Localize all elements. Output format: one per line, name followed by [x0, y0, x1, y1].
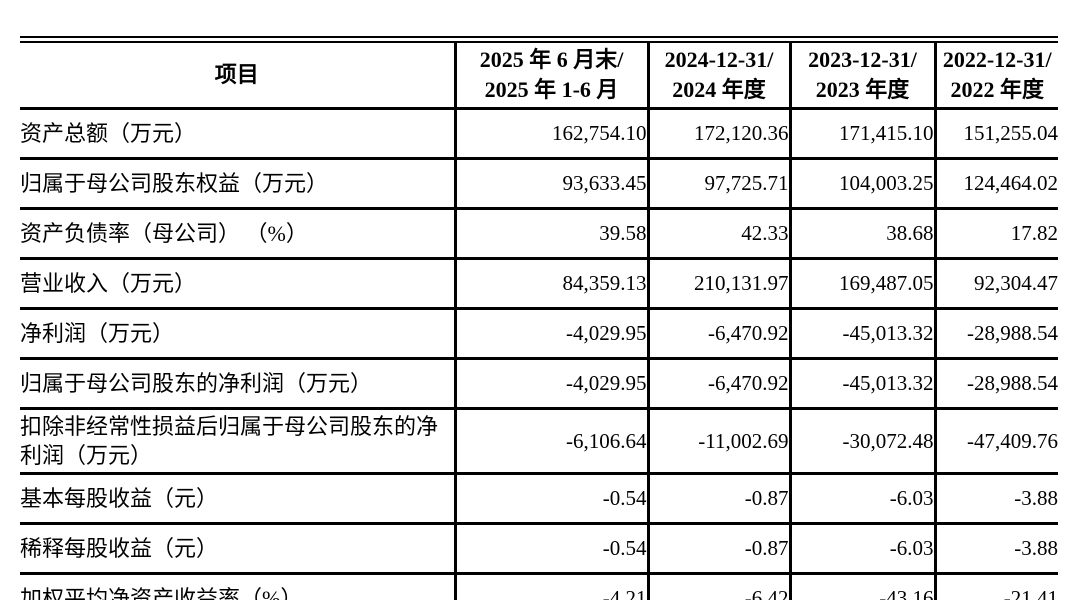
cell-value: -4.21 [453, 573, 648, 600]
row-label: 扣除非经常性损益后归属于母公司股东的净利润（万元） [20, 408, 455, 476]
cell-value: -21.41 [933, 573, 1058, 600]
table-row-total-assets: 资产总额（万元） 162,754.10 172,120.36 171,415.1… [20, 108, 1058, 160]
cell-value: 93,633.45 [453, 158, 648, 210]
cell-value: -45,013.32 [788, 358, 935, 410]
cell-value: 42.33 [646, 208, 790, 260]
table-row-parent-net-profit: 归属于母公司股东的净利润（万元） -4,029.95 -6,470.92 -45… [20, 358, 1058, 410]
cell-value: 162,754.10 [453, 108, 648, 160]
cell-value: 169,487.05 [788, 258, 935, 310]
cell-value: 39.58 [453, 208, 648, 260]
column-header-item: 项目 [20, 43, 455, 110]
cell-value: 84,359.13 [453, 258, 648, 310]
row-label: 归属于母公司股东的净利润（万元） [20, 358, 455, 410]
cell-value: -6.42 [646, 573, 790, 600]
column-header-period-2024: 2024-12-31/ 2024 年度 [646, 43, 790, 110]
financial-summary-table: 项目 2025 年 6 月末/ 2025 年 1-6 月 2024-12-31/… [20, 43, 1058, 600]
column-header-period-2022: 2022-12-31/ 2022 年度 [933, 43, 1058, 110]
table-row-parent-equity: 归属于母公司股东权益（万元） 93,633.45 97,725.71 104,0… [20, 158, 1058, 210]
cell-value: -11,002.69 [646, 408, 790, 476]
cell-value: -6,106.64 [453, 408, 648, 476]
row-label: 资产总额（万元） [20, 108, 455, 160]
cell-value: -4,029.95 [453, 308, 648, 360]
table-row-operating-revenue: 营业收入（万元） 84,359.13 210,131.97 169,487.05… [20, 258, 1058, 310]
cell-value: -6.03 [788, 523, 935, 576]
cell-value: -6.03 [788, 473, 935, 526]
header-row: 项目 2025 年 6 月末/ 2025 年 1-6 月 2024-12-31/… [20, 43, 1058, 110]
cell-value: -43.16 [788, 573, 935, 600]
row-label: 加权平均净资产收益率（%） [20, 573, 455, 600]
cell-value: 172,120.36 [646, 108, 790, 160]
cell-value: 151,255.04 [933, 108, 1058, 160]
cell-value: -0.54 [453, 473, 648, 526]
row-label: 资产负债率（母公司） （%） [20, 208, 455, 260]
row-label: 归属于母公司股东权益（万元） [20, 158, 455, 210]
cell-value: -0.87 [646, 473, 790, 526]
table-row-weighted-avg-roe: 加权平均净资产收益率（%） -4.21 -6.42 -43.16 -21.41 [20, 573, 1058, 600]
column-header-period-2023: 2023-12-31/ 2023 年度 [788, 43, 935, 110]
cell-value: -45,013.32 [788, 308, 935, 360]
cell-value: 38.68 [788, 208, 935, 260]
table-header: 项目 2025 年 6 月末/ 2025 年 1-6 月 2024-12-31/… [20, 43, 1058, 110]
column-header-period-2025: 2025 年 6 月末/ 2025 年 1-6 月 [453, 43, 648, 110]
row-label: 稀释每股收益（元） [20, 523, 455, 576]
cell-value: 17.82 [933, 208, 1058, 260]
cell-value: -6,470.92 [646, 308, 790, 360]
row-label: 基本每股收益（元） [20, 473, 455, 526]
cell-value: 104,003.25 [788, 158, 935, 210]
cell-value: -30,072.48 [788, 408, 935, 476]
cell-value: 210,131.97 [646, 258, 790, 310]
cell-value: 124,464.02 [933, 158, 1058, 210]
cell-value: -0.54 [453, 523, 648, 576]
cell-value: -47,409.76 [933, 408, 1058, 476]
row-label: 净利润（万元） [20, 308, 455, 360]
cell-value: 171,415.10 [788, 108, 935, 160]
cell-value: -3.88 [933, 473, 1058, 526]
table-row-debt-ratio: 资产负债率（母公司） （%） 39.58 42.33 38.68 17.82 [20, 208, 1058, 260]
table-row-net-profit: 净利润（万元） -4,029.95 -6,470.92 -45,013.32 -… [20, 308, 1058, 360]
table-row-basic-eps: 基本每股收益（元） -0.54 -0.87 -6.03 -3.88 [20, 473, 1058, 526]
table-row-non-recurring-net-profit: 扣除非经常性损益后归属于母公司股东的净利润（万元） -6,106.64 -11,… [20, 408, 1058, 476]
cell-value: -4,029.95 [453, 358, 648, 410]
cell-value: -28,988.54 [933, 358, 1058, 410]
cell-value: -6,470.92 [646, 358, 790, 410]
table-row-diluted-eps: 稀释每股收益（元） -0.54 -0.87 -6.03 -3.88 [20, 523, 1058, 576]
cell-value: 92,304.47 [933, 258, 1058, 310]
financial-summary-table-wrap: 项目 2025 年 6 月末/ 2025 年 1-6 月 2024-12-31/… [20, 36, 1058, 600]
cell-value: 97,725.71 [646, 158, 790, 210]
cell-value: -28,988.54 [933, 308, 1058, 360]
cell-value: -3.88 [933, 523, 1058, 576]
row-label: 营业收入（万元） [20, 258, 455, 310]
cell-value: -0.87 [646, 523, 790, 576]
table-body: 资产总额（万元） 162,754.10 172,120.36 171,415.1… [20, 108, 1058, 600]
